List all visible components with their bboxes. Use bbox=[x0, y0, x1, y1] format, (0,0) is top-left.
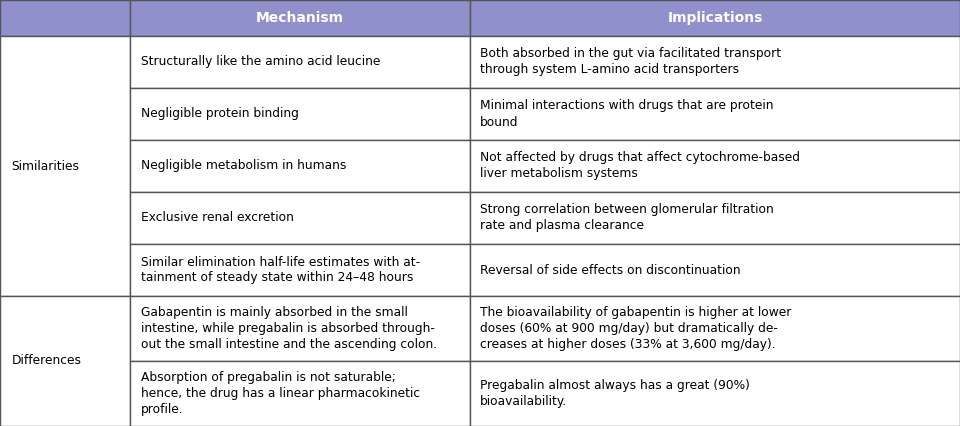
Text: Minimal interactions with drugs that are protein
bound: Minimal interactions with drugs that are… bbox=[480, 100, 774, 129]
Bar bbox=[130, 192, 470, 244]
Text: Negligible metabolism in humans: Negligible metabolism in humans bbox=[141, 159, 347, 173]
Text: Differences: Differences bbox=[12, 354, 82, 368]
Bar bbox=[470, 88, 960, 140]
Text: Mechanism: Mechanism bbox=[256, 11, 344, 25]
Text: Negligible protein binding: Negligible protein binding bbox=[141, 107, 299, 121]
Bar bbox=[470, 296, 960, 361]
Bar bbox=[0, 296, 130, 426]
Text: Strong correlation between glomerular filtration
rate and plasma clearance: Strong correlation between glomerular fi… bbox=[480, 204, 774, 233]
Bar bbox=[130, 140, 470, 192]
Text: Both absorbed in the gut via facilitated transport
through system L-amino acid t: Both absorbed in the gut via facilitated… bbox=[480, 48, 781, 77]
Text: Similarities: Similarities bbox=[12, 159, 80, 173]
Text: Implications: Implications bbox=[667, 11, 763, 25]
Bar bbox=[470, 244, 960, 296]
Bar bbox=[0, 0, 130, 36]
Bar bbox=[130, 0, 470, 36]
Text: The bioavailability of gabapentin is higher at lower
doses (60% at 900 mg/day) b: The bioavailability of gabapentin is hig… bbox=[480, 306, 791, 351]
Bar bbox=[470, 192, 960, 244]
Text: Not affected by drugs that affect cytochrome-based
liver metabolism systems: Not affected by drugs that affect cytoch… bbox=[480, 152, 800, 181]
Text: Absorption of pregabalin is not saturable;
hence, the drug has a linear pharmaco: Absorption of pregabalin is not saturabl… bbox=[141, 371, 420, 416]
Bar bbox=[130, 88, 470, 140]
Bar bbox=[130, 361, 470, 426]
Text: Structurally like the amino acid leucine: Structurally like the amino acid leucine bbox=[141, 55, 380, 69]
Bar bbox=[470, 36, 960, 88]
Bar bbox=[470, 140, 960, 192]
Bar bbox=[0, 36, 130, 296]
Bar bbox=[470, 0, 960, 36]
Bar bbox=[470, 361, 960, 426]
Bar bbox=[130, 296, 470, 361]
Text: Similar elimination half-life estimates with at-
tainment of steady state within: Similar elimination half-life estimates … bbox=[141, 256, 420, 285]
Bar bbox=[130, 36, 470, 88]
Text: Pregabalin almost always has a great (90%)
bioavailability.: Pregabalin almost always has a great (90… bbox=[480, 379, 750, 408]
Bar bbox=[130, 244, 470, 296]
Text: Reversal of side effects on discontinuation: Reversal of side effects on discontinuat… bbox=[480, 264, 740, 276]
Text: Exclusive renal excretion: Exclusive renal excretion bbox=[141, 211, 294, 225]
Text: Gabapentin is mainly absorbed in the small
intestine, while pregabalin is absorb: Gabapentin is mainly absorbed in the sma… bbox=[141, 306, 437, 351]
